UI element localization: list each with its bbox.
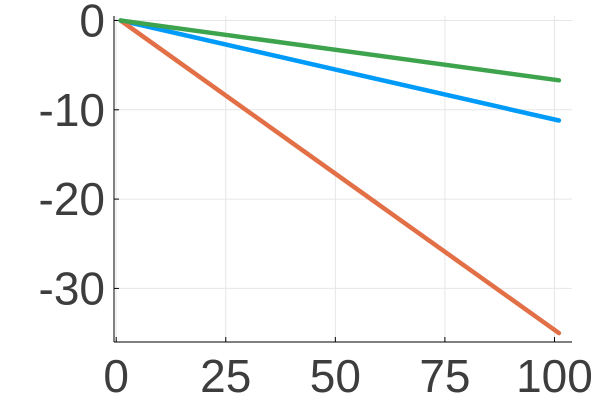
y-tick-label-1: -10 <box>39 84 105 136</box>
tick-marks <box>114 19 555 342</box>
series-line-3 <box>118 18 562 83</box>
y-tick-label-2: -20 <box>39 173 105 225</box>
series-lines <box>118 18 562 336</box>
x-tick-label-0: 0 <box>103 350 129 400</box>
tick-labels: 0 25 50 75 100 0 -10 -20 -30 <box>39 0 593 400</box>
y-tick-label-3: -30 <box>39 262 105 314</box>
series-line-2 <box>118 18 562 336</box>
y-tick-label-0: 0 <box>79 0 105 46</box>
series-line-1 <box>118 18 562 123</box>
x-tick-label-1: 25 <box>200 350 251 400</box>
x-tick-label-4: 100 <box>516 350 593 400</box>
x-tick-label-3: 75 <box>419 350 470 400</box>
x-tick-label-2: 50 <box>310 350 361 400</box>
axes <box>113 16 572 343</box>
